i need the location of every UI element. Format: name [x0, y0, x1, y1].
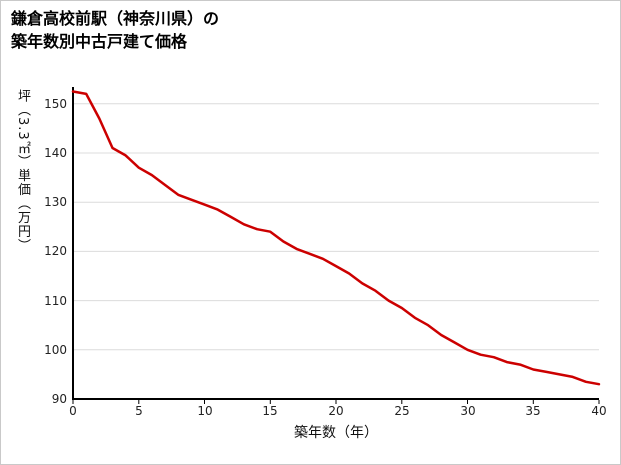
- y-tick-label: 90: [51, 392, 67, 406]
- x-tick-label: 20: [328, 404, 344, 418]
- y-tick-label: 100: [44, 343, 67, 357]
- x-tick-label: 5: [135, 404, 143, 418]
- x-tick-label: 40: [591, 404, 607, 418]
- y-tick-label: 130: [44, 195, 67, 209]
- y-tick-label: 110: [44, 294, 67, 308]
- y-tick-label: 140: [44, 146, 67, 160]
- y-tick-label: 120: [44, 244, 67, 258]
- x-tick-label: 15: [262, 404, 278, 418]
- x-tick-label: 30: [460, 404, 476, 418]
- chart-title-line1: 鎌倉高校前駅（神奈川県）の: [11, 9, 220, 28]
- x-tick-label: 25: [394, 404, 410, 418]
- chart-title-line2: 築年数別中古戸建て価格: [11, 32, 188, 52]
- x-axis-title: 築年数（年）: [294, 425, 378, 441]
- x-tick-label: 10: [197, 404, 213, 418]
- y-tick-label: 150: [44, 97, 67, 111]
- x-tick-label: 35: [525, 404, 541, 418]
- price-series-line: [71, 90, 601, 386]
- chart-title: 鎌倉高校前駅（神奈川県）の 築年数別中古戸建て価格: [11, 7, 219, 53]
- x-tick-label: 0: [69, 404, 77, 418]
- y-axis-title: 坪（3.3㎡）単価（万円）: [15, 89, 30, 253]
